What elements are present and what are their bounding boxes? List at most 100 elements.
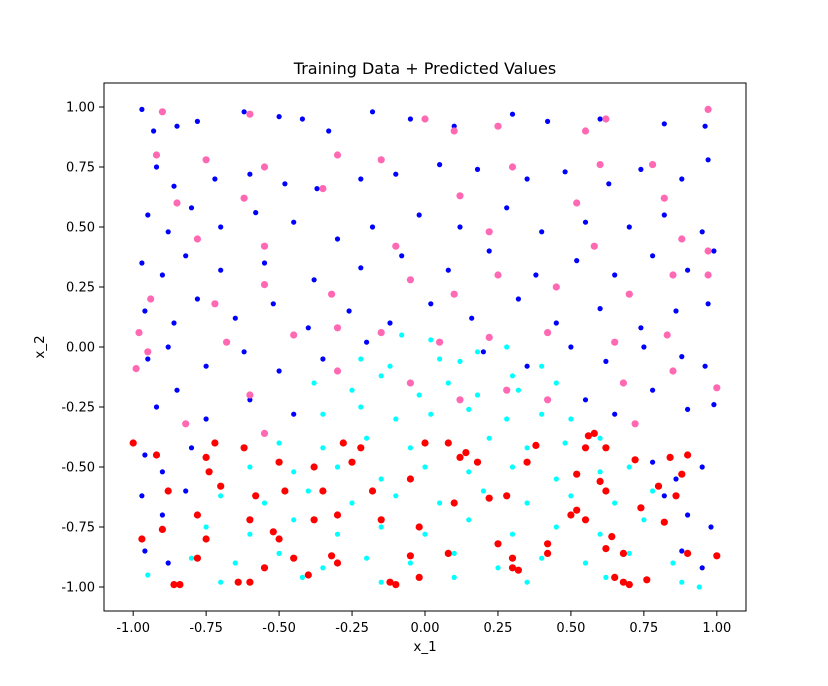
data-point [393,416,399,422]
x-axis-label: x_1 [413,639,436,655]
x-tick-label: -0.75 [189,621,223,636]
data-point [679,548,685,554]
data-point [392,581,400,589]
data-point [631,420,639,428]
data-point [574,258,580,264]
data-point [158,525,166,534]
data-point [631,456,639,464]
data-point [378,579,384,585]
data-point [333,367,342,375]
data-point [504,205,510,211]
y-tick-label: 0.25 [66,281,95,296]
data-point [480,349,486,355]
data-point [485,333,493,341]
data-point [174,123,180,129]
data-point [638,325,644,331]
data-point [711,402,717,408]
data-point [456,453,464,461]
data-point [704,271,712,279]
data-point [666,453,674,461]
data-point [457,224,463,230]
data-point [333,151,342,159]
data-point [509,531,516,537]
data-point [415,523,423,531]
data-point [139,260,145,266]
data-point [334,464,341,470]
data-point [260,564,269,572]
data-point [597,435,603,441]
data-point [320,445,326,451]
data-point [568,344,574,350]
data-point [326,128,332,134]
points-layer [129,105,721,590]
data-point [428,301,434,307]
data-point [291,517,297,523]
x-tick-label: 0.50 [556,621,585,636]
data-point [246,110,254,118]
data-point [582,397,589,403]
data-point [584,432,593,440]
data-point [173,199,181,207]
data-point [597,116,603,122]
data-point [247,531,253,537]
data-point [334,236,341,242]
data-point [685,406,691,412]
data-point [144,348,152,356]
data-point [539,555,545,561]
data-point [218,224,224,230]
data-point [684,451,692,459]
y-tick-label: 0.75 [66,161,95,176]
data-point [194,296,200,302]
data-point [406,276,414,284]
data-point [480,488,486,494]
data-point [193,511,201,519]
data-point [276,440,282,446]
data-point [567,511,575,519]
data-point [626,224,632,230]
x-tick-label: -0.25 [335,621,369,636]
data-point [246,516,254,524]
data-point [524,363,530,369]
y-tick-label: 0.50 [66,221,95,236]
data-point [650,253,656,259]
data-point [377,516,385,524]
data-point [581,444,590,452]
data-point [684,549,692,558]
data-point [349,387,355,393]
data-point [252,492,260,500]
data-point [524,500,530,506]
data-point [188,445,195,451]
data-point [328,552,336,560]
data-point [445,380,451,386]
data-point [399,253,405,259]
data-point [193,554,201,562]
data-point [377,329,385,337]
data-point [503,492,511,500]
data-point [539,363,545,369]
data-point [568,493,574,499]
data-point [369,224,376,230]
data-point [310,516,318,524]
data-point [437,500,443,506]
data-point [625,581,633,589]
data-point [194,118,200,124]
data-point [679,579,685,585]
data-point [260,281,269,289]
data-point [378,476,384,482]
data-point [165,344,171,350]
data-point [602,487,610,495]
data-point [514,566,523,574]
data-point [673,476,679,482]
data-point [678,470,686,478]
data-point [299,116,305,122]
data-point [533,272,539,278]
data-point [670,560,676,566]
data-point [153,164,160,170]
data-point [203,524,209,530]
data-point [349,500,355,506]
data-point [494,122,502,130]
data-point [699,464,705,470]
data-point [612,500,618,506]
data-point [182,420,190,428]
